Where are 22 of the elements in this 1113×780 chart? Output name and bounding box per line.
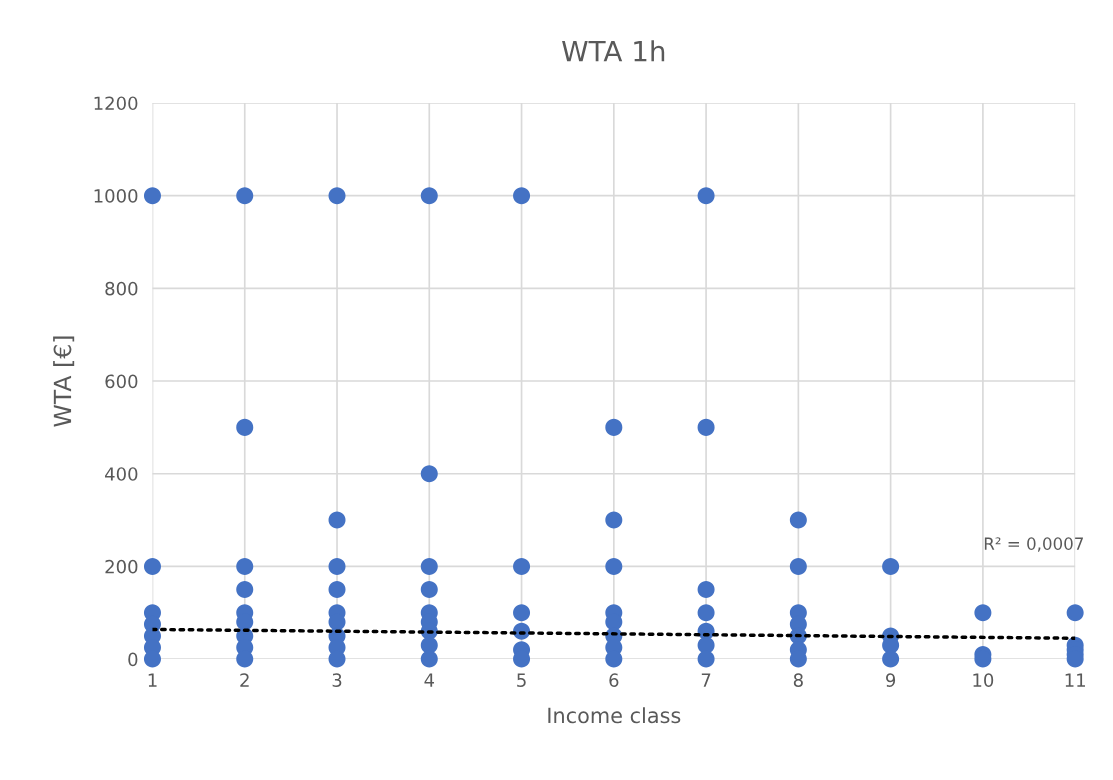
- y-tick-label: 800: [105, 281, 138, 296]
- x-tick-label: 10: [973, 673, 994, 687]
- y-tick-label: 1200: [94, 96, 138, 111]
- annotation: R² = 0,0007: [984, 537, 1083, 552]
- y-tick-label: 200: [105, 559, 138, 574]
- x-tick-label: 9: [886, 673, 896, 687]
- y-tick-label: 400: [105, 467, 138, 481]
- x-tick-label: 7: [701, 673, 711, 687]
- y-tick-label: 600: [105, 374, 138, 389]
- y-tick-label: 0: [128, 652, 138, 667]
- y-tick-label: 1000: [94, 189, 138, 203]
- x-tick-label: 8: [793, 673, 803, 687]
- x-tick-label: 1: [148, 673, 157, 687]
- x-tick-label: 11: [1065, 673, 1085, 687]
- x-tick-label: 2: [240, 673, 249, 687]
- x-tick-label: 5: [517, 673, 526, 687]
- y-axis-title: WTA [€]: [53, 336, 75, 427]
- x-tick-label: 3: [332, 673, 342, 687]
- chart-title: WTA 1h: [562, 40, 665, 62]
- x-axis-title: Income class: [548, 707, 681, 724]
- x-tick-label: 6: [609, 673, 619, 687]
- x-tick-label: 4: [424, 673, 435, 687]
